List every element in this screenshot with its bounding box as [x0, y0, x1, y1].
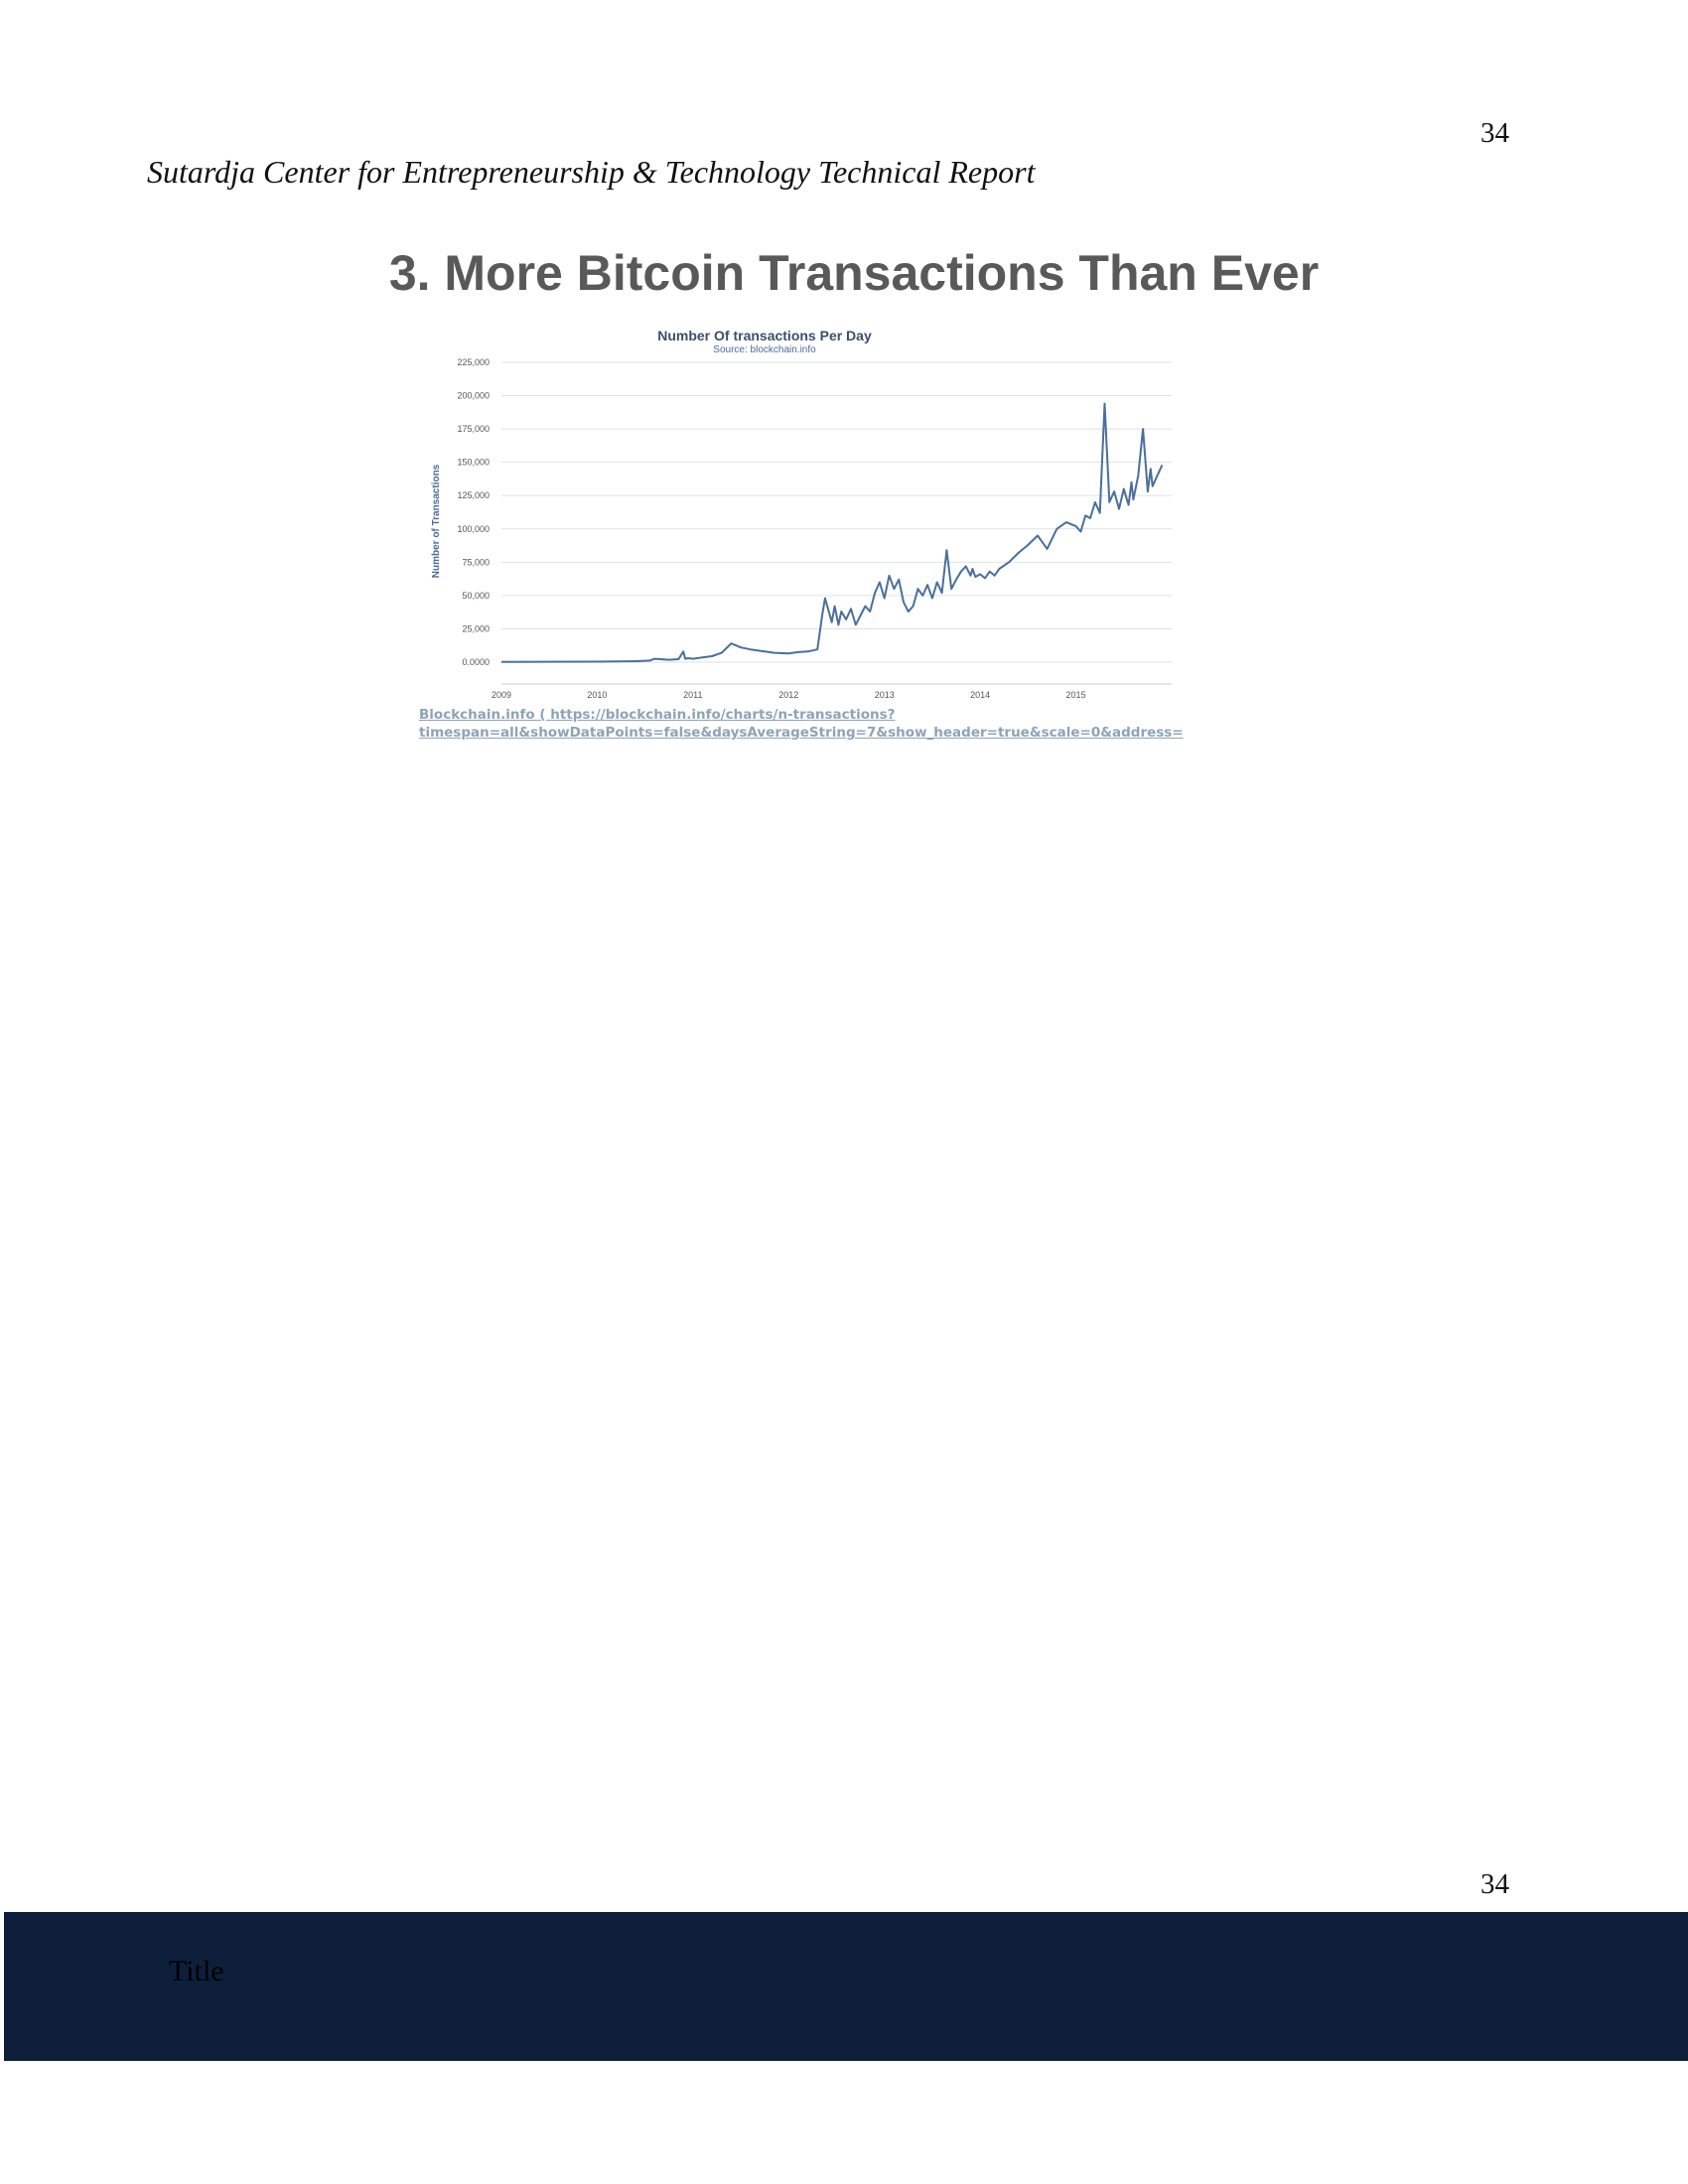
x-tick-label: 2010	[587, 690, 607, 700]
y-tick-label: 100,000	[457, 524, 490, 534]
series-layer	[500, 402, 1164, 663]
y-tick-label: 175,000	[457, 424, 490, 434]
x-tick-label: 2013	[875, 690, 895, 700]
page-number-bottom: 34	[1480, 1868, 1509, 1900]
y-tick-label: 75,000	[462, 557, 490, 567]
x-tick-label: 2011	[683, 690, 702, 700]
x-tick-label: 2009	[492, 690, 511, 700]
x-tick-labels: 2009 2010 2011 2012 2013 2014 2015	[492, 690, 1086, 700]
y-tick-label: 200,000	[457, 391, 490, 401]
y-tick-label: 225,000	[457, 357, 490, 367]
y-tick-label: 50,000	[462, 591, 490, 601]
x-tick-label: 2014	[970, 690, 990, 700]
running-header: Sutardja Center for Entrepreneurship & T…	[147, 154, 1036, 190]
slide-title: 3. More Bitcoin Transactions Than Ever	[388, 245, 1320, 301]
gridlines	[501, 361, 1172, 685]
series-line	[500, 402, 1164, 663]
y-tick-labels: 0.0000 25,000 50,000 75,000 100,000 125,000 15…	[457, 357, 490, 667]
y-tick-label: 25,000	[462, 623, 490, 633]
source-link-line-2[interactable]: timespan=all&showDataPoints=false&daysAv…	[419, 725, 1184, 741]
source-link[interactable]: Blockchain.info ( https://blockchain.inf…	[419, 706, 1203, 742]
source-link-line-1[interactable]: Blockchain.info ( https://blockchain.inf…	[419, 707, 896, 723]
y-axis-label: Number of Transactions	[431, 464, 442, 578]
transactions-chart: Number Of transactions Per Day Source: b…	[417, 323, 1231, 710]
chart-svg: Number Of transactions Per Day Source: b…	[431, 328, 1172, 700]
x-tick-label: 2012	[778, 690, 798, 700]
footer-band: Title	[4, 1912, 1688, 2061]
y-tick-label: 125,000	[457, 490, 490, 500]
y-tick-label: 0.0000	[462, 657, 490, 667]
chart-subtitle: Source: blockchain.info	[713, 344, 816, 355]
page-number-top: 34	[1480, 117, 1509, 149]
y-tick-label: 150,000	[457, 458, 490, 468]
chart-title: Number Of transactions Per Day	[657, 328, 872, 343]
x-tick-label: 2015	[1066, 690, 1086, 700]
footer-title: Title	[169, 1955, 224, 1987]
